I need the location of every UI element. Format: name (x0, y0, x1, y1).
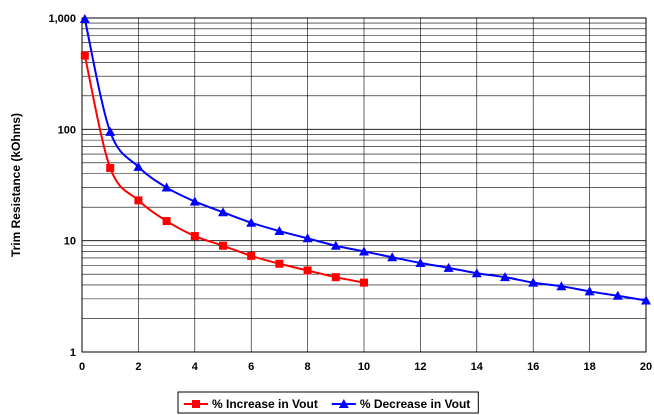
legend-label-1: % Decrease in Vout (360, 397, 470, 411)
data-point-0 (219, 241, 227, 250)
data-point-1 (415, 258, 426, 268)
legend-item-1: % Decrease in Vout (331, 397, 470, 411)
x-tick-label: 14 (471, 361, 484, 373)
y-tick-label: 100 (58, 124, 76, 136)
data-point-1 (218, 207, 228, 217)
x-tick-label: 16 (527, 361, 539, 373)
y-tick-label: 1,000 (48, 13, 76, 25)
x-tick-label: 0 (79, 361, 85, 373)
x-tick-label: 12 (414, 361, 426, 373)
data-point-1 (79, 13, 90, 23)
legend-label-0: % Increase in Vout (212, 397, 318, 411)
y-tick-label: 1 (70, 347, 76, 359)
y-axis-title: Trim Resistance (kOhms) (9, 113, 23, 257)
data-point-0 (360, 278, 368, 287)
series-layer (79, 13, 651, 305)
data-point-1 (246, 217, 257, 227)
data-point-1 (443, 262, 454, 272)
data-point-1 (584, 286, 595, 296)
data-point-1 (133, 161, 144, 171)
data-point-1 (556, 281, 567, 291)
tick-labels: 0 2 4 6 8 10 12 14 16 18 20 1 10 100 1,000 (48, 13, 652, 373)
data-point-1 (330, 240, 341, 250)
data-point-1 (528, 277, 539, 287)
data-point-1 (274, 226, 285, 236)
data-point-0 (190, 232, 199, 241)
data-point-1 (161, 182, 172, 192)
data-point-0 (80, 51, 89, 60)
data-point-0 (303, 266, 312, 275)
data-point-1 (359, 246, 369, 256)
data-point-1 (471, 268, 482, 278)
data-point-0 (275, 259, 284, 268)
x-tick-label: 4 (192, 361, 199, 373)
data-point-0 (162, 217, 171, 226)
x-tick-label: 6 (248, 361, 254, 373)
data-point-0 (106, 163, 115, 172)
legend-item-0: % Increase in Vout (184, 397, 318, 411)
y-tick-label: 10 (64, 236, 76, 248)
series-0 (80, 51, 368, 287)
series-line-1 (83, 18, 647, 302)
data-point-1 (105, 126, 116, 136)
data-point-1 (387, 252, 398, 262)
x-tick-label: 18 (583, 361, 595, 373)
data-point-1 (500, 272, 510, 282)
x-tick-label: 2 (135, 361, 141, 373)
legend-marker-1 (338, 399, 349, 408)
x-tick-label: 8 (305, 361, 311, 373)
data-point-0 (247, 251, 256, 260)
legend-marker-0 (192, 400, 200, 408)
plot-area-border (81, 17, 647, 353)
data-point-1 (641, 295, 651, 305)
data-point-1 (612, 290, 623, 300)
legend-box (177, 391, 479, 414)
x-tick-label: 10 (358, 361, 370, 373)
data-point-1 (302, 233, 313, 243)
data-point-1 (189, 196, 200, 206)
data-point-0 (331, 273, 340, 282)
x-tick-label: 20 (640, 361, 652, 373)
data-point-0 (134, 196, 143, 205)
legend: % Increase in Vout % Decrease in Vout (177, 391, 479, 414)
series-1 (79, 13, 651, 305)
